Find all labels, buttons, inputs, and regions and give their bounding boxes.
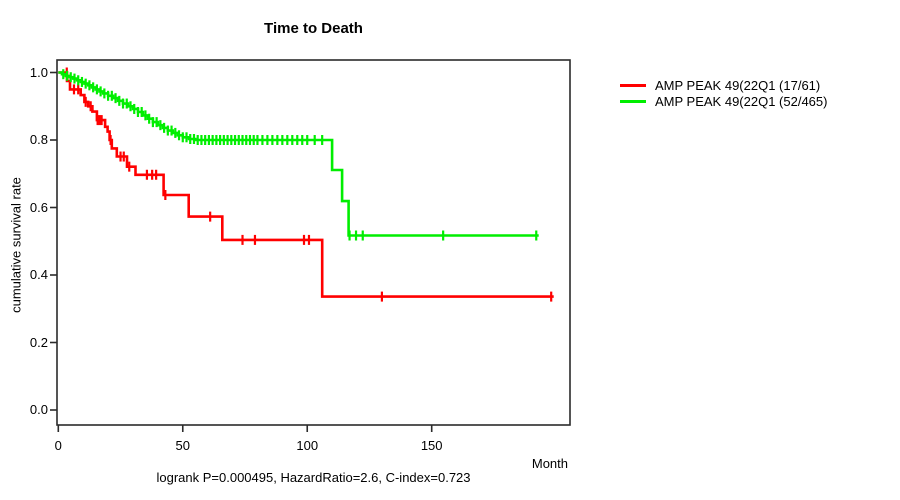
x-tick-label: 150 [420, 438, 443, 453]
y-tick-label: 0.6 [29, 199, 48, 215]
x-tick-label: 0 [54, 438, 62, 453]
y-tick-label: 0.8 [29, 132, 48, 147]
legend-item: AMP PEAK 49(22Q1 (17/61) [620, 78, 827, 94]
legend-label: AMP PEAK 49(22Q1 (52/465) [655, 93, 828, 109]
x-tick-label: 50 [175, 438, 190, 453]
legend-item: AMP PEAK 49(22Q1 (52/465) [620, 94, 827, 110]
stats-annotation: logrank P=0.000495, HazardRatio=2.6, C-i… [156, 470, 471, 485]
y-tick-label: 0.4 [29, 267, 48, 282]
y-tick-label: 1.0 [29, 64, 48, 80]
legend-label: AMP PEAK 49(22Q1 (17/61) [655, 78, 821, 94]
legend: AMP PEAK 49(22Q1 (17/61) AMP PEAK 49(22Q1… [620, 78, 827, 109]
y-tick-label: 0.0 [29, 402, 48, 417]
survival-curve [58, 71, 539, 237]
legend-line-swatch [620, 84, 646, 88]
x-tick-label: 100 [296, 438, 319, 453]
plot-frame [56, 59, 571, 426]
chart-title: Time to Death [264, 20, 363, 37]
legend-line-swatch [620, 99, 646, 103]
y-tick-label: 0.2 [29, 334, 48, 350]
x-axis-label: Month [531, 456, 568, 471]
survival-curve [58, 71, 554, 298]
